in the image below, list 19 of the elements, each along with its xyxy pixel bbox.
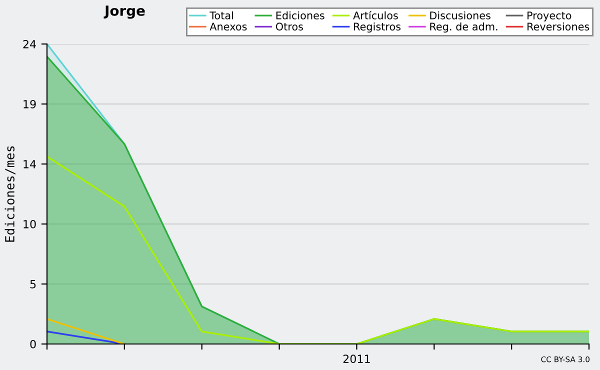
legend-label: Registros <box>354 22 401 33</box>
chart-title: Jorge <box>104 6 145 19</box>
legend-label: Total <box>210 11 233 20</box>
y-tick-label: 0 <box>30 340 36 348</box>
y-tick-label: 14 <box>24 160 36 168</box>
y-axis-title: Ediciones/mes <box>4 146 16 242</box>
x-tick-label: 2011 <box>343 354 370 364</box>
legend-label: Reversiones <box>528 22 590 31</box>
y-tick-label: 5 <box>30 280 36 288</box>
legend-label: Ediciones <box>276 11 324 20</box>
legend-label: Anexos <box>210 22 247 31</box>
legend-label: Otros <box>276 22 303 31</box>
legend-label: Reg. de adm. <box>430 22 498 33</box>
y-tick-label: 19 <box>24 100 36 108</box>
legend-label: Artículos <box>353 10 398 20</box>
y-tick-label: 24 <box>23 40 36 48</box>
legend-label: Discusiones <box>430 11 490 20</box>
legend-label: Proyecto <box>528 12 572 22</box>
y-tick-label: 10 <box>24 220 36 228</box>
